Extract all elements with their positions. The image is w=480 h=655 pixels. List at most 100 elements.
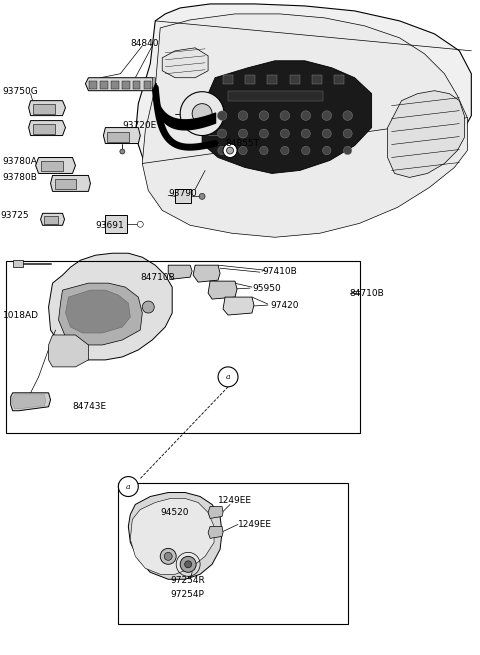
Text: 97410B: 97410B [262,267,297,276]
Polygon shape [12,395,46,409]
Text: 93780B: 93780B [3,173,37,182]
Bar [119,483,348,624]
Circle shape [238,111,248,121]
Polygon shape [59,283,142,345]
Circle shape [260,129,268,138]
Polygon shape [130,498,214,574]
Polygon shape [41,214,64,225]
Bar [289,75,300,84]
Polygon shape [36,157,75,174]
Text: 93720E: 93720E [122,121,156,130]
Circle shape [164,552,172,560]
Text: 1249EE: 1249EE [218,496,252,505]
Circle shape [301,129,310,138]
Text: 93790: 93790 [168,189,197,198]
Polygon shape [193,265,220,282]
Text: 93725: 93725 [0,211,29,220]
Polygon shape [135,4,471,220]
Polygon shape [65,290,130,333]
Bar [334,75,344,84]
Circle shape [322,111,332,121]
Text: 1018AD: 1018AD [3,310,39,320]
Circle shape [260,146,268,155]
Circle shape [322,129,331,138]
Polygon shape [168,265,192,279]
Bar [6,261,360,433]
Text: 97254P: 97254P [170,590,204,599]
Bar [55,179,76,189]
Polygon shape [142,14,468,237]
Bar [44,216,58,224]
Bar [33,103,55,113]
Text: a: a [126,483,131,491]
Circle shape [160,548,176,565]
Text: 93691: 93691 [96,221,124,230]
Circle shape [217,129,227,138]
Polygon shape [208,506,223,519]
Text: 93750G: 93750G [3,87,38,96]
Circle shape [323,146,331,155]
Bar [122,81,130,88]
Text: 84743E: 84743E [72,402,107,411]
Polygon shape [85,78,155,90]
Circle shape [192,103,212,124]
Circle shape [239,129,248,138]
Circle shape [119,477,138,496]
Circle shape [259,111,269,121]
Polygon shape [103,128,140,143]
Text: 94520: 94520 [160,508,189,517]
Bar [312,75,322,84]
Polygon shape [208,281,237,299]
Text: 97254R: 97254R [170,576,205,585]
Circle shape [344,146,352,155]
Polygon shape [223,297,254,315]
Circle shape [223,143,237,157]
Circle shape [227,147,233,154]
Bar [41,162,62,172]
Bar [111,81,119,88]
Circle shape [217,111,227,121]
Bar [106,215,127,233]
Circle shape [185,561,192,568]
Text: 84710B: 84710B [350,289,384,297]
Polygon shape [50,176,90,191]
Circle shape [142,301,154,313]
Bar [267,75,277,84]
Text: 84840: 84840 [130,39,159,48]
Text: 1249EE: 1249EE [238,520,272,529]
Circle shape [280,129,289,138]
Circle shape [301,146,310,155]
Circle shape [120,149,125,154]
Circle shape [343,129,352,138]
Polygon shape [208,527,223,538]
Bar [223,75,232,84]
Bar [33,124,55,134]
Polygon shape [48,335,88,367]
Polygon shape [128,493,222,579]
Bar [175,189,191,203]
Bar [133,81,141,88]
Circle shape [218,367,238,387]
Polygon shape [387,90,464,178]
Text: 84855T: 84855T [225,139,259,148]
Circle shape [239,146,247,155]
Circle shape [180,556,196,572]
Circle shape [180,92,224,136]
Bar [12,260,23,267]
Polygon shape [152,78,155,90]
Polygon shape [11,393,50,411]
Polygon shape [162,48,208,78]
Polygon shape [29,101,65,116]
Bar [228,90,323,101]
Text: 95950: 95950 [252,284,281,293]
Text: a: a [226,373,230,381]
Text: 93780A: 93780A [3,157,37,166]
Bar [245,75,255,84]
Text: 84710B: 84710B [140,272,175,282]
Text: 97420: 97420 [270,301,299,310]
Circle shape [218,146,226,155]
Circle shape [199,193,205,199]
Circle shape [301,111,311,121]
Circle shape [281,146,289,155]
Bar [144,81,152,88]
